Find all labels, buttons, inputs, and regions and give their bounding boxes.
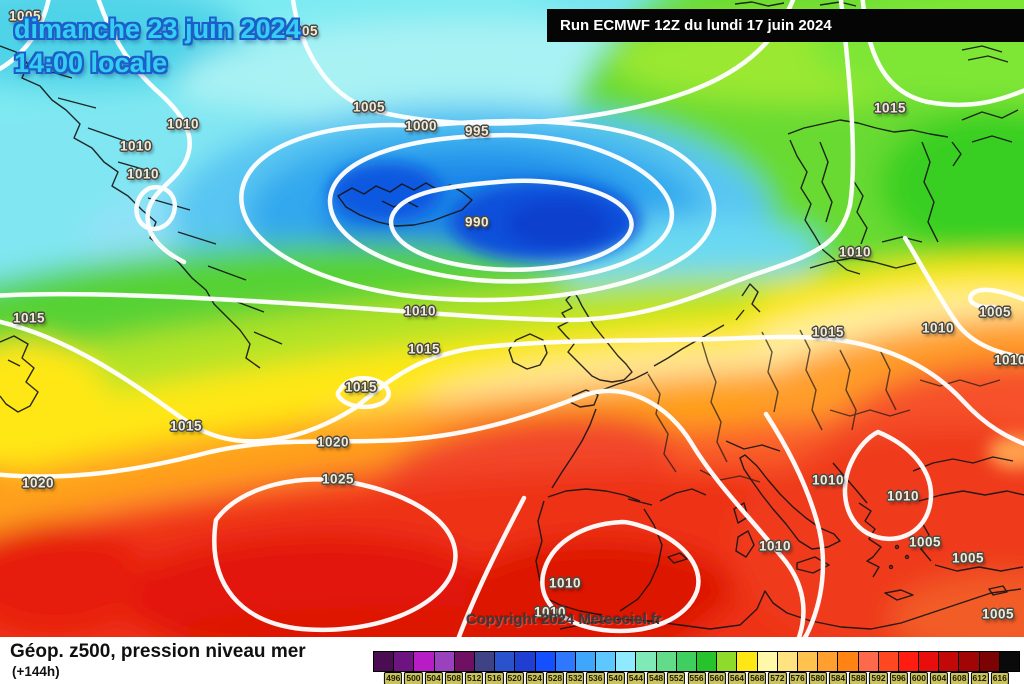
colorbar-cell (979, 652, 1000, 671)
colorbar-tick: 596 (889, 672, 908, 684)
colorbar-cell (535, 652, 556, 671)
colorbar-cell (414, 652, 435, 671)
colorbar-tick: 572 (768, 672, 787, 684)
footer-bar: Géop. z500, pression niveau mer (+144h) … (0, 637, 1024, 684)
colorbar-cell (454, 652, 475, 671)
forecast-step: (+144h) (12, 664, 60, 679)
colorbar-cell (474, 652, 496, 671)
colorbar-cell (596, 652, 617, 671)
colorbar-tick: 564 (727, 672, 747, 684)
colorbar-tick: 600 (909, 672, 928, 684)
colorbar-cell (898, 652, 920, 671)
colorbar-tick: 524 (525, 672, 544, 684)
colorbar-cell (959, 652, 980, 671)
colorbar-cell (919, 652, 940, 671)
colorbar-tick: 540 (606, 672, 625, 684)
colorbar-tick: 512 (465, 672, 484, 684)
copyright-text: Copyright 2024 Meteociel.fr (466, 611, 662, 628)
colorbar-tick: 544 (626, 672, 645, 684)
colorbar-cell (656, 652, 677, 671)
coastlines (0, 1, 1024, 630)
colorbar-tick: 504 (424, 672, 443, 684)
colorbar-cell (757, 652, 778, 671)
colorbar-cell (939, 652, 960, 671)
date-overlay-line1: dimanche 23 juin 2024 (14, 14, 301, 44)
colorbar-tick: 508 (444, 672, 463, 684)
colorbar-cell (555, 652, 576, 671)
colorbar-cell (797, 652, 819, 671)
colorbar-tick: 516 (485, 672, 504, 684)
color-scale-ticks: 496 500 504 508 512 516 520 524 528 532 536 540 544 5… (373, 672, 1020, 684)
low-pressure-cores (329, 162, 1024, 469)
colorbar-cell (697, 652, 718, 671)
colorbar-tick: 604 (930, 672, 949, 684)
colorbar-tick: 528 (545, 672, 565, 684)
colorbar-cell (999, 652, 1019, 671)
colorbar-tick: 616 (990, 672, 1009, 684)
colorbar-tick: 536 (586, 672, 605, 684)
colorbar-tick: 608 (950, 672, 969, 684)
map-title: Géop. z500, pression niveau mer (10, 641, 306, 662)
color-scale-bar (373, 651, 1020, 672)
colorbar-cell (616, 652, 637, 671)
colorbar-tick: 532 (566, 672, 585, 684)
colorbar-cell (515, 652, 536, 671)
colorbar-tick: 568 (748, 672, 767, 684)
colorbar-cell (818, 652, 839, 671)
colorbar-tick: 576 (788, 672, 807, 684)
colorbar-tick: 580 (808, 672, 827, 684)
map-canvas: 1005 1005 1005 1000 995 990 1010 1010 1010 1015 10… (0, 0, 1024, 637)
colorbar-cell (858, 652, 879, 671)
colorbar-cell (717, 652, 738, 671)
colorbar-tick: 552 (667, 672, 686, 684)
colorbar-cell (636, 652, 657, 671)
colorbar-tick: 592 (869, 672, 888, 684)
colorbar-cell (374, 652, 395, 671)
colorbar-cell (737, 652, 758, 671)
colorbar-cell (777, 652, 798, 671)
colorbar-tick: 556 (687, 672, 706, 684)
colorbar-tick: 496 (384, 672, 403, 684)
colorbar-tick: 560 (707, 672, 726, 684)
run-info-box: Run ECMWF 12Z du lundi 17 juin 2024 (547, 9, 1024, 42)
colorbar-cell (878, 652, 899, 671)
colorbar-tick: 520 (505, 672, 524, 684)
colorbar-cell (575, 652, 597, 671)
colorbar-cell (495, 652, 516, 671)
colorbar-tick: 500 (404, 672, 423, 684)
colorbar-tick: 588 (849, 672, 868, 684)
colorbar-tick: 548 (646, 672, 666, 684)
colorbar-cell (838, 652, 859, 671)
colorbar-cell (394, 652, 415, 671)
colorbar-tick: 612 (970, 672, 989, 684)
geopotential-field-svg (0, 0, 1024, 637)
time-overlay-line2: 14:00 locale (14, 48, 168, 78)
colorbar-tick: 584 (828, 672, 848, 684)
colorbar-cell (676, 652, 697, 671)
colorbar-cell (434, 652, 455, 671)
isobar-contours (0, 0, 1024, 637)
